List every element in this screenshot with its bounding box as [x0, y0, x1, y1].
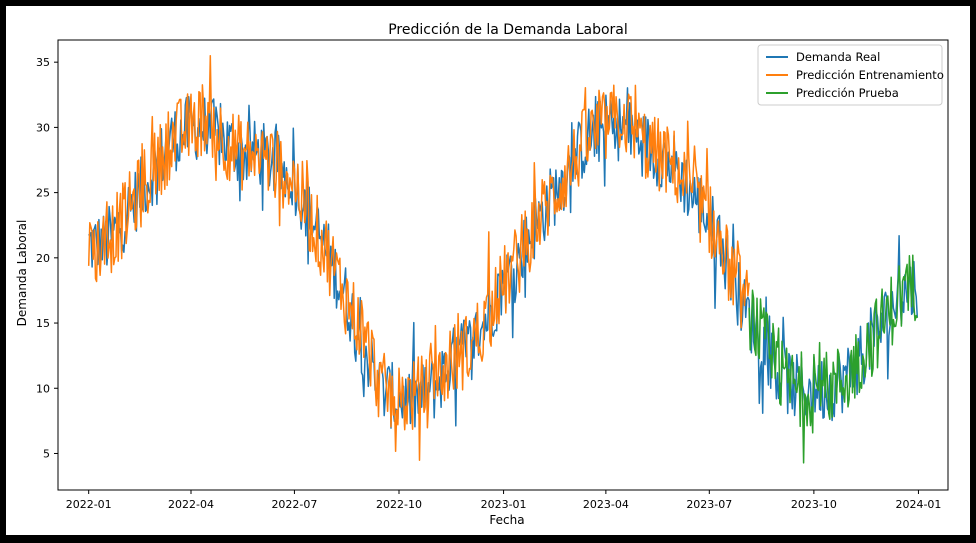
legend-label: Demanda Real	[796, 50, 880, 64]
x-axis-title: Fecha	[489, 513, 524, 527]
y-tick-label: 25	[36, 187, 50, 200]
chart-frame: Predicción de la Demanda Laboral 2022-01…	[6, 6, 970, 535]
y-tick-label: 15	[36, 317, 50, 330]
x-tick-label: 2022-04	[168, 498, 214, 511]
x-tick-label: 2023-04	[583, 498, 629, 511]
legend: Demanda Real Predicción Entrenamiento Pred…	[757, 44, 944, 106]
x-tick-label: 2023-10	[791, 498, 837, 511]
y-tick-label: 30	[36, 121, 50, 134]
x-tick-label: 2022-10	[376, 498, 422, 511]
y-tick-label: 35	[36, 56, 50, 69]
x-tick-label: 2022-07	[271, 498, 317, 511]
legend-box	[757, 44, 943, 106]
x-tick-label: 2023-07	[686, 498, 732, 511]
y-axis-title: Demanda Laboral	[15, 220, 29, 327]
x-axis: 2022-01 2022-04 2022-07 2022-10 2023-01 2023-…	[66, 490, 941, 511]
legend-label: Predicción Entrenamiento	[796, 68, 944, 82]
y-tick-label: 5	[43, 447, 50, 460]
y-tick-label: 10	[36, 382, 50, 395]
chart-title: Predicción de la Demanda Laboral	[388, 22, 628, 38]
x-tick-label: 2024-01	[895, 498, 941, 511]
legend-label: Predicción Prueba	[796, 86, 899, 100]
series-line-2	[748, 254, 918, 464]
plot-area	[57, 39, 949, 491]
y-axis: 5 10 15 20 25 30 35	[36, 56, 58, 460]
axes-frame	[57, 39, 949, 491]
x-tick-label: 2023-01	[481, 498, 527, 511]
line-chart: Predicción de la Demanda Laboral 2022-01…	[15, 22, 949, 527]
series-line-1	[87, 54, 750, 461]
y-tick-label: 20	[36, 252, 50, 265]
x-tick-label: 2022-01	[66, 498, 112, 511]
